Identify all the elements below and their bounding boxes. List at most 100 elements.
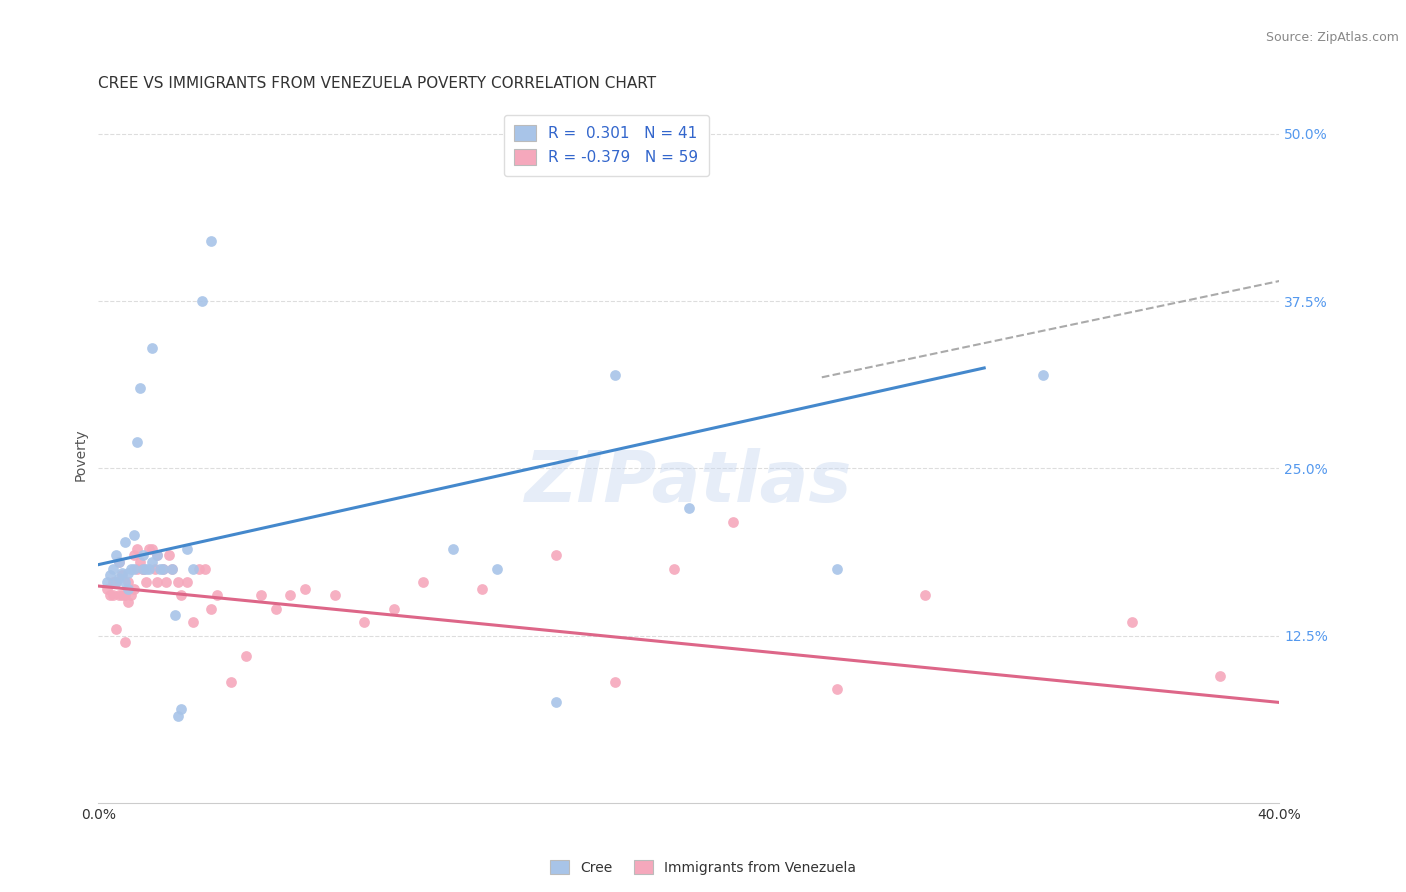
Point: [181, 615, 204, 630]
Point: [486, 562, 509, 576]
Point: [128, 555, 150, 569]
Point: [1209, 669, 1232, 683]
Point: [117, 582, 139, 596]
Point: [294, 582, 316, 596]
Point: [117, 595, 139, 609]
Point: [120, 562, 142, 576]
Point: [194, 562, 217, 576]
Point: [678, 501, 700, 516]
Point: [108, 555, 131, 569]
Point: [152, 562, 174, 576]
Point: [167, 575, 190, 590]
Point: [664, 562, 686, 576]
Point: [323, 589, 346, 603]
Point: [138, 562, 160, 576]
Point: [132, 562, 155, 576]
Point: [96, 575, 118, 590]
Y-axis label: Poverty: Poverty: [73, 429, 87, 481]
Point: [122, 562, 145, 576]
Point: [723, 515, 745, 529]
Point: [235, 648, 257, 663]
Point: [200, 234, 222, 248]
Point: [103, 575, 125, 590]
Point: [141, 541, 163, 556]
Point: [98, 589, 121, 603]
Point: [441, 541, 464, 556]
Point: [471, 582, 494, 596]
Point: [111, 566, 134, 580]
Point: [103, 589, 125, 603]
Point: [914, 589, 936, 603]
Point: [205, 589, 228, 603]
Point: [125, 434, 148, 449]
Point: [412, 575, 434, 590]
Point: [221, 675, 243, 690]
Point: [125, 562, 148, 576]
Legend: Cree, Immigrants from Venezuela: Cree, Immigrants from Venezuela: [544, 855, 862, 880]
Point: [170, 702, 193, 716]
Point: [382, 602, 405, 616]
Point: [141, 341, 163, 355]
Point: [135, 575, 157, 590]
Point: [141, 555, 163, 569]
Point: [132, 562, 155, 576]
Point: [96, 582, 118, 596]
Point: [1032, 368, 1054, 382]
Point: [162, 562, 183, 576]
Point: [264, 602, 287, 616]
Point: [181, 562, 204, 576]
Point: [176, 575, 198, 590]
Point: [114, 589, 136, 603]
Point: [135, 562, 157, 576]
Point: [111, 589, 134, 603]
Point: [825, 681, 848, 696]
Point: [114, 635, 136, 649]
Point: [149, 562, 172, 576]
Point: [111, 568, 134, 582]
Point: [117, 566, 139, 580]
Point: [122, 548, 145, 563]
Point: [105, 548, 128, 563]
Point: [125, 541, 148, 556]
Point: [98, 568, 121, 582]
Point: [546, 696, 568, 710]
Point: [167, 708, 190, 723]
Point: [105, 575, 128, 590]
Point: [132, 562, 155, 576]
Point: [165, 608, 187, 623]
Point: [146, 575, 169, 590]
Text: CREE VS IMMIGRANTS FROM VENEZUELA POVERTY CORRELATION CHART: CREE VS IMMIGRANTS FROM VENEZUELA POVERT…: [98, 76, 657, 91]
Point: [353, 615, 375, 630]
Point: [105, 575, 128, 590]
Point: [138, 541, 160, 556]
Point: [605, 368, 627, 382]
Point: [162, 562, 183, 576]
Text: ZIPatlas: ZIPatlas: [526, 449, 852, 517]
Point: [117, 575, 139, 590]
Point: [146, 548, 169, 563]
Point: [157, 548, 180, 563]
Point: [132, 548, 155, 563]
Point: [187, 562, 209, 576]
Point: [105, 622, 128, 636]
Point: [122, 528, 145, 542]
Point: [170, 589, 193, 603]
Point: [143, 562, 166, 576]
Point: [146, 548, 169, 563]
Point: [128, 381, 150, 395]
Point: [825, 562, 848, 576]
Point: [108, 555, 131, 569]
Point: [152, 562, 174, 576]
Point: [605, 675, 627, 690]
Point: [200, 602, 222, 616]
Point: [191, 294, 214, 309]
Point: [250, 589, 273, 603]
Point: [120, 589, 142, 603]
Text: Source: ZipAtlas.com: Source: ZipAtlas.com: [1265, 31, 1399, 45]
Point: [108, 589, 131, 603]
Point: [1121, 615, 1143, 630]
Point: [103, 562, 125, 576]
Point: [122, 582, 145, 596]
Point: [176, 541, 198, 556]
Legend: R =  0.301   N = 41, R = -0.379   N = 59: R = 0.301 N = 41, R = -0.379 N = 59: [503, 115, 709, 176]
